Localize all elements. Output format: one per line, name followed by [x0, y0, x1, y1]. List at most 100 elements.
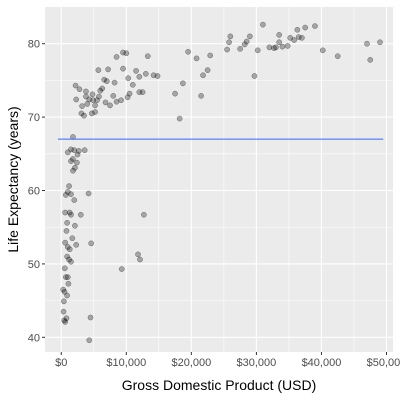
data-point: [69, 235, 76, 242]
y-tick-label: 60: [28, 186, 40, 198]
data-point: [367, 57, 374, 63]
data-point: [139, 89, 146, 95]
data-point: [129, 81, 136, 88]
data-point: [64, 189, 71, 195]
x-tick-label: $50,000: [367, 357, 400, 369]
data-point: [68, 146, 74, 153]
data-point: [68, 191, 74, 198]
data-point: [75, 148, 82, 154]
data-point: [364, 40, 370, 47]
data-point: [136, 73, 143, 80]
data-point: [172, 90, 178, 97]
data-point: [176, 115, 183, 122]
data-point: [103, 78, 110, 84]
y-tick-label: 70: [28, 112, 40, 124]
data-point: [99, 85, 106, 92]
data-point: [64, 274, 71, 280]
data-point: [125, 75, 132, 82]
y-axis-ticks: 40 50 60 70 80: [28, 39, 45, 344]
data-point: [62, 192, 69, 198]
data-point: [95, 67, 102, 73]
data-point: [71, 197, 78, 203]
data-point: [137, 256, 143, 263]
data-point: [312, 23, 318, 29]
data-point: [74, 151, 81, 158]
data-point: [88, 110, 95, 117]
data-point: [120, 49, 126, 56]
data-point: [74, 159, 80, 166]
data-point: [68, 158, 74, 164]
data-point: [89, 91, 96, 98]
data-point: [70, 167, 76, 174]
data-point: [72, 82, 79, 89]
data-point: [276, 32, 283, 38]
data-point: [299, 34, 305, 41]
data-point: [118, 97, 124, 104]
data-point: [68, 211, 74, 218]
data-point: [284, 43, 291, 49]
data-point: [84, 101, 91, 107]
data-point: [83, 93, 89, 100]
data-point: [377, 39, 383, 46]
data-point: [241, 41, 248, 48]
data-point: [70, 156, 76, 162]
data-point: [224, 46, 230, 53]
data-point: [96, 93, 102, 100]
data-point: [226, 39, 232, 46]
data-point: [144, 53, 151, 60]
data-point: [86, 337, 93, 344]
data-point: [271, 45, 277, 51]
data-point: [94, 97, 100, 104]
data-point: [92, 102, 98, 109]
data-point: [61, 265, 68, 272]
plot-panel: [45, 7, 393, 352]
data-point: [63, 315, 70, 322]
data-point: [65, 280, 72, 287]
x-tick-label: $30,000: [237, 357, 277, 369]
data-point: [295, 34, 302, 40]
data-point: [142, 70, 149, 77]
data-point: [302, 24, 309, 31]
data-point: [243, 38, 250, 45]
data-point: [72, 222, 78, 229]
y-tick-label: 40: [28, 332, 40, 344]
data-point: [120, 65, 126, 72]
y-tick-label: 80: [28, 39, 40, 51]
data-point: [85, 190, 92, 197]
data-point: [237, 45, 243, 52]
data-point: [247, 33, 253, 40]
data-point: [61, 288, 68, 295]
data-point: [92, 109, 98, 115]
data-point: [193, 55, 200, 62]
data-point: [87, 314, 94, 321]
data-point: [110, 92, 117, 99]
data-point: [64, 253, 70, 260]
data-point: [101, 76, 108, 83]
data-point: [61, 317, 68, 324]
data-point: [113, 54, 120, 60]
data-point: [78, 110, 85, 117]
data-point: [141, 211, 147, 218]
data-point: [294, 26, 301, 33]
data-point: [124, 94, 131, 101]
data-point: [79, 103, 85, 109]
data-points: [60, 21, 383, 344]
data-point: [136, 89, 143, 95]
data-point: [66, 209, 73, 216]
data-point: [334, 53, 341, 60]
data-point: [81, 112, 87, 119]
data-point: [126, 90, 133, 97]
data-point: [227, 33, 234, 40]
data-point: [319, 47, 326, 54]
data-point: [111, 79, 118, 86]
data-point: [64, 292, 70, 299]
data-point: [97, 87, 104, 94]
data-point: [83, 88, 89, 95]
data-point: [251, 73, 258, 79]
major-gridlines: [45, 7, 393, 352]
x-axis-title: Gross Domestic Product (USD): [122, 377, 316, 393]
data-point: [254, 47, 261, 54]
data-point: [150, 72, 157, 79]
data-point: [198, 92, 204, 99]
data-point: [90, 97, 96, 104]
